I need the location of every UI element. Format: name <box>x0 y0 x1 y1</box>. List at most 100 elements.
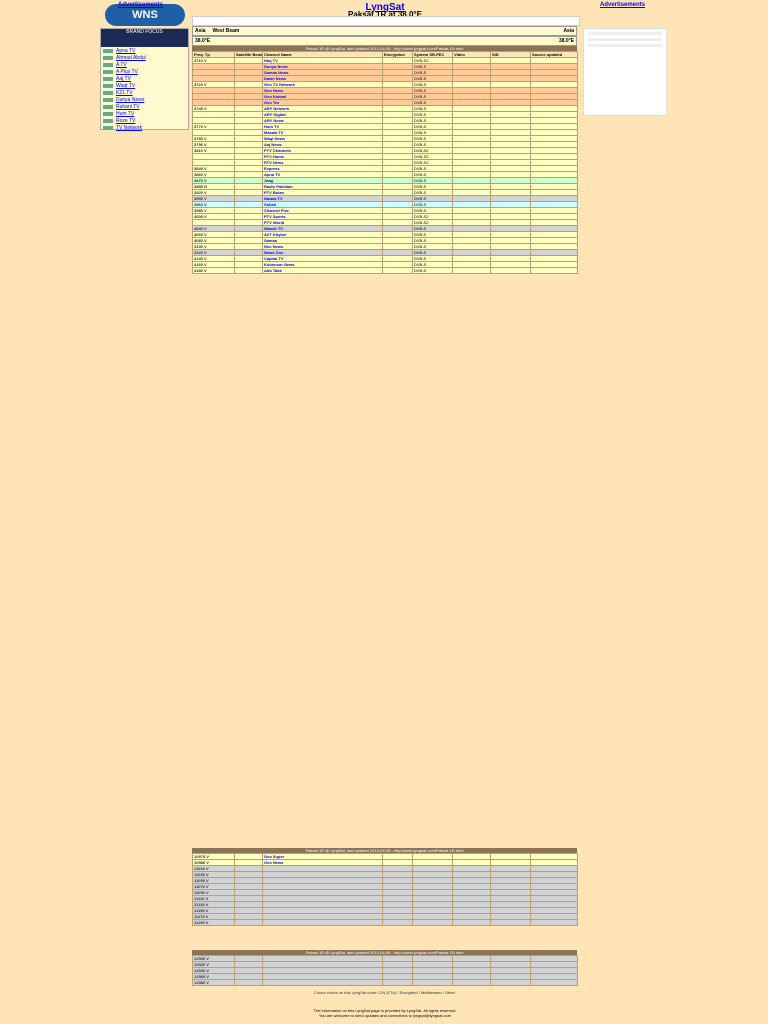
channel-logo-icon <box>103 49 113 53</box>
sub-left: 38.0°E <box>195 38 211 44</box>
channel-logo-icon <box>103 91 113 95</box>
table-row: PTV News DVB-S2 <box>192 159 578 166</box>
channel-name-link <box>262 919 383 926</box>
table-row: 12540 V <box>192 967 578 974</box>
table-cell <box>530 267 578 274</box>
sidebar-item-label: Ruhani TV <box>116 104 140 110</box>
sidebar: BRAND FOCUS Apna TV Ahmad Abdul A TV A Plus… <box>100 28 189 131</box>
table-cell <box>412 919 453 926</box>
table-header: Asia West Beam Asia <box>192 26 577 36</box>
sidebar-item-label: K21 TV <box>116 90 133 96</box>
table-row: 4140 V Capital TV DVB-S <box>192 255 578 262</box>
site-title[interactable]: LyngSat <box>365 2 405 13</box>
channel-logo-icon <box>103 119 113 123</box>
sidebar-item[interactable]: Roze TV <box>103 118 186 124</box>
update-bar[interactable]: Paksat 1R @ LyngSat, last updated 2013-0… <box>192 46 577 51</box>
sidebar-item-label: TV Network <box>116 125 143 131</box>
page-title: Paksat 1R at 38.0°E <box>348 10 422 19</box>
sidebar-item[interactable]: A Plus TV <box>103 69 186 75</box>
table-cell <box>452 267 491 274</box>
sidebar-item[interactable]: Aaj TV <box>103 76 186 82</box>
sidebar-banner[interactable]: BRAND FOCUS <box>101 29 188 47</box>
contact-line[interactable]: You are welcome to send updates and corr… <box>318 1013 452 1018</box>
channel-logo-icon <box>103 70 113 74</box>
channel-logo-icon <box>103 105 113 109</box>
sidebar-item[interactable]: Hum TV <box>103 111 186 117</box>
table-cell <box>490 267 531 274</box>
table-row: 3723 V Geo TV Network DVB-S <box>192 81 578 88</box>
channel-name-link <box>262 979 383 986</box>
table-cell <box>382 979 413 986</box>
table-row: 11170 V <box>192 913 578 920</box>
header-right: Asia <box>563 28 574 34</box>
column-header: Satellite Beam <box>234 51 263 58</box>
site-logo[interactable]: WNS <box>105 4 185 26</box>
table-row: 4180 V Abb Takk DVB-S <box>192 267 578 274</box>
channel-table: Freq. Tp Satellite Beam Channel Name Encryp… <box>192 51 578 274</box>
table-row: 11190 V <box>192 919 578 926</box>
channel-logo-icon <box>103 98 113 102</box>
table-cell <box>452 979 491 986</box>
update-bar-2[interactable]: Paksat 1R @ LyngSat, last updated 2013-0… <box>192 848 577 853</box>
table-row: 4040 V Waseb TV DVB-S <box>192 225 578 232</box>
color-legend: Colour codes on this LyngSat chart: C/N … <box>314 990 455 995</box>
sidebar-item-label: Aaj TV <box>116 76 131 82</box>
sidebar-item[interactable]: Waqt TV <box>103 83 186 89</box>
channel-logo-icon <box>103 77 113 81</box>
sidebar-item-label: Waqt TV <box>116 83 136 89</box>
frequency-cell: 11190 V <box>192 919 235 926</box>
sidebar-item[interactable]: Apna TV <box>103 48 186 54</box>
sidebar-item[interactable]: TV Network <box>103 125 186 131</box>
footer: The information on this LyngSat page is … <box>230 1008 540 1018</box>
update-bar-3[interactable]: Paksat 1R @ LyngSat, last updated 2013-0… <box>192 950 577 955</box>
table-cell <box>234 919 263 926</box>
sidebar-item-label: Dunya News <box>116 97 145 103</box>
channel-logo-icon <box>103 63 113 67</box>
table-row: 12500 V <box>192 955 578 962</box>
header-center: West Beam <box>212 28 240 34</box>
table-cell <box>490 979 531 986</box>
sidebar-item[interactable]: Dunya News <box>103 97 186 103</box>
sidebar-item-label: Apna TV <box>116 48 136 54</box>
extra-table: Paksat 1R @ LyngSat, last updated 2013-0… <box>192 950 578 986</box>
table-row: 3796 V Aaj News DVB-S <box>192 141 578 148</box>
channel-name-link[interactable]: Abb Takk <box>262 267 383 274</box>
sidebar-item-label: A TV <box>116 62 127 68</box>
table-cell <box>234 267 263 274</box>
main-table: Asia West Beam Asia 38.0°E 38.0°E Paksat… <box>192 26 578 274</box>
frequency-cell: 4180 V <box>192 267 235 274</box>
advertisement-box[interactable] <box>583 28 667 116</box>
table-cell <box>452 919 491 926</box>
table-cell <box>234 979 263 986</box>
sidebar-item-label: Roze TV <box>116 118 136 124</box>
table-cell: DVB-S <box>412 267 453 274</box>
table-row: 12580 V <box>192 979 578 986</box>
table-cell <box>530 919 578 926</box>
sidebar-item[interactable]: A TV <box>103 62 186 68</box>
table-cell <box>412 979 453 986</box>
ku-band-table: Paksat 1R @ LyngSat, last updated 2013-0… <box>192 848 578 926</box>
table-row: 3745 V ARY Network DVB-S <box>192 105 578 112</box>
search-bar[interactable] <box>192 16 580 26</box>
sidebar-item[interactable]: Ruhani TV <box>103 104 186 110</box>
sidebar-item[interactable]: Ahmad Abdul <box>103 55 186 61</box>
channel-logo-icon <box>103 112 113 116</box>
sidebar-item-label: Ahmad Abdul <box>116 55 146 61</box>
advertisements-link-left[interactable]: Advertisements <box>118 2 164 8</box>
sidebar-item-label: Hum TV <box>116 111 135 117</box>
channel-logo-icon <box>103 84 113 88</box>
header-left: Asia <box>195 28 206 34</box>
channel-logo-icon <box>103 126 113 130</box>
table-cell <box>490 919 531 926</box>
sidebar-item-label: A Plus TV <box>116 69 138 75</box>
table-cell <box>382 267 413 274</box>
table-row: 10986 V Geo News <box>192 859 578 866</box>
table-row: 4005 V PTV Sports DVB-S2 <box>192 213 578 220</box>
table-cell <box>382 919 413 926</box>
sidebar-item[interactable]: K21 TV <box>103 90 186 96</box>
table-subheader: 38.0°E 38.0°E <box>192 36 577 46</box>
table-row: 11150 V <box>192 907 578 914</box>
table-row: 3950 V Nawaz TV DVB-S <box>192 195 578 202</box>
table-cell <box>530 979 578 986</box>
advertisements-link-right[interactable]: Advertisements <box>600 2 646 8</box>
